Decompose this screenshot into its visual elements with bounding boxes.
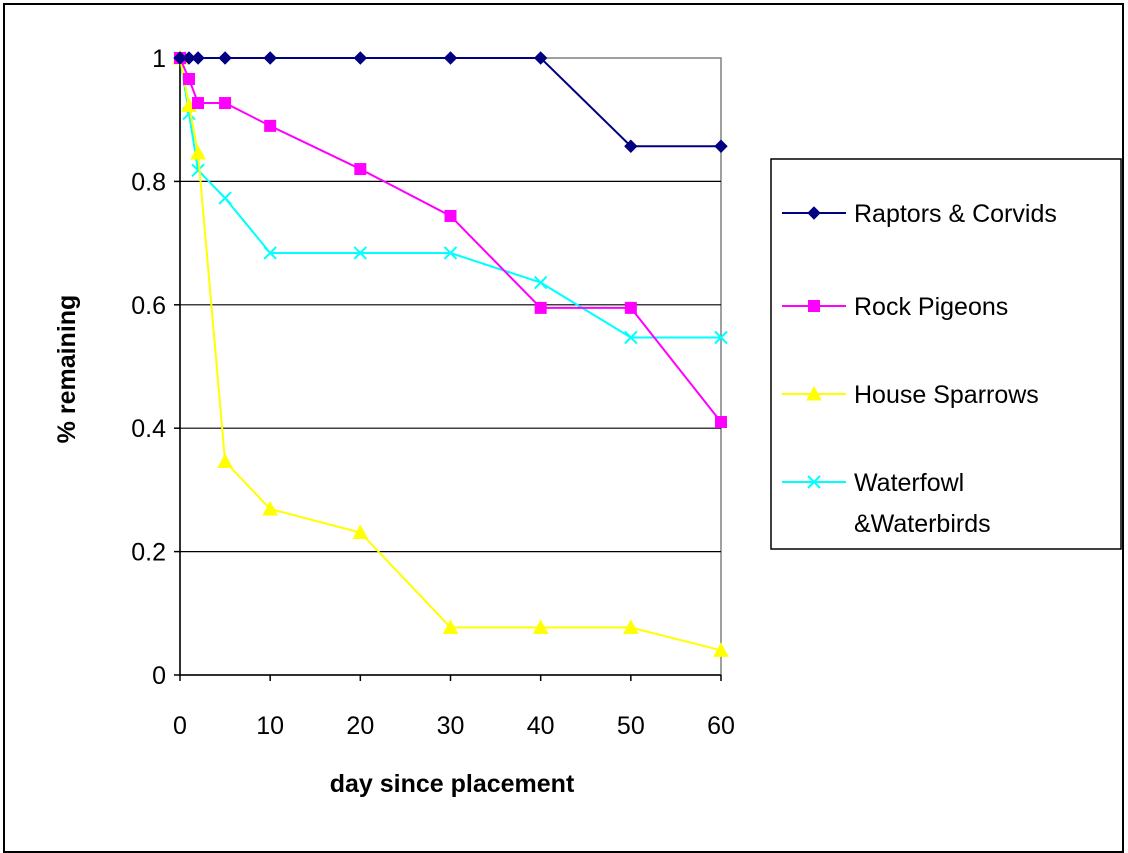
series-line xyxy=(179,57,722,423)
data-point xyxy=(715,416,727,429)
data-point xyxy=(354,163,367,176)
legend-label: &Waterbirds xyxy=(854,510,991,538)
data-point xyxy=(182,51,196,65)
x-tick-label: 20 xyxy=(346,712,374,740)
legend: Raptors & Corvids Rock Pigeons House Sparr… xyxy=(770,158,1122,550)
data-point xyxy=(218,51,232,65)
y-tick-label: 0.6 xyxy=(131,292,166,320)
data-point xyxy=(624,330,638,345)
data-point xyxy=(173,51,187,65)
legend-marker xyxy=(808,300,820,312)
data-point xyxy=(191,163,205,178)
data-point xyxy=(624,139,638,153)
data-point xyxy=(714,139,728,153)
data-point xyxy=(533,275,548,290)
series-line xyxy=(179,57,722,652)
data-point xyxy=(444,209,457,222)
legend-marker xyxy=(807,475,821,489)
data-point xyxy=(263,51,277,65)
series-line xyxy=(179,57,721,339)
data-point xyxy=(443,246,458,260)
x-tick-label: 40 xyxy=(527,712,555,740)
y-tick-label: 0 xyxy=(152,662,166,690)
data-point xyxy=(353,246,368,260)
data-point xyxy=(263,246,277,260)
data-point xyxy=(262,500,279,516)
data-point xyxy=(217,453,233,469)
data-point xyxy=(353,51,368,65)
x-tick-label: 0 xyxy=(173,712,187,740)
data-point xyxy=(534,301,547,314)
y-tick-label: 0.2 xyxy=(131,539,166,567)
plot-border xyxy=(179,57,722,676)
y-tick-label: 0.4 xyxy=(131,415,166,443)
data-point xyxy=(622,619,639,634)
data-point xyxy=(532,619,549,634)
x-tick-label: 30 xyxy=(437,712,465,740)
x-tick-label: 60 xyxy=(707,712,735,740)
legend-label: House Sparrows xyxy=(854,381,1039,409)
data-point xyxy=(191,51,205,65)
data-point xyxy=(352,524,369,539)
y-tick-label: 0.8 xyxy=(131,168,166,196)
x-tick-label: 10 xyxy=(256,712,284,740)
legend-label: Raptors & Corvids xyxy=(854,200,1057,228)
data-point xyxy=(219,97,232,110)
data-point xyxy=(183,72,196,85)
legend-marker xyxy=(807,206,821,220)
legend-label: Waterfowl xyxy=(854,469,964,497)
data-point xyxy=(714,330,728,345)
legend-marker xyxy=(806,385,822,401)
plot-area: 00.20.40.60.810 10 20 30 40 50 60 xyxy=(131,45,735,740)
data-point xyxy=(533,51,548,65)
data-point xyxy=(218,191,232,205)
data-point xyxy=(192,97,205,110)
data-point xyxy=(443,51,458,65)
data-point xyxy=(264,119,277,132)
data-point xyxy=(190,144,206,160)
x-axis-title: day since placement xyxy=(330,770,575,798)
legend-box xyxy=(770,158,1122,550)
y-axis-title: % remaining xyxy=(53,295,81,444)
data-point xyxy=(713,642,729,657)
legend-label: Rock Pigeons xyxy=(854,293,1008,321)
x-tick-label: 50 xyxy=(617,712,645,740)
data-point xyxy=(442,619,459,634)
data-point xyxy=(624,301,637,314)
y-tick-label: 1 xyxy=(152,45,166,73)
